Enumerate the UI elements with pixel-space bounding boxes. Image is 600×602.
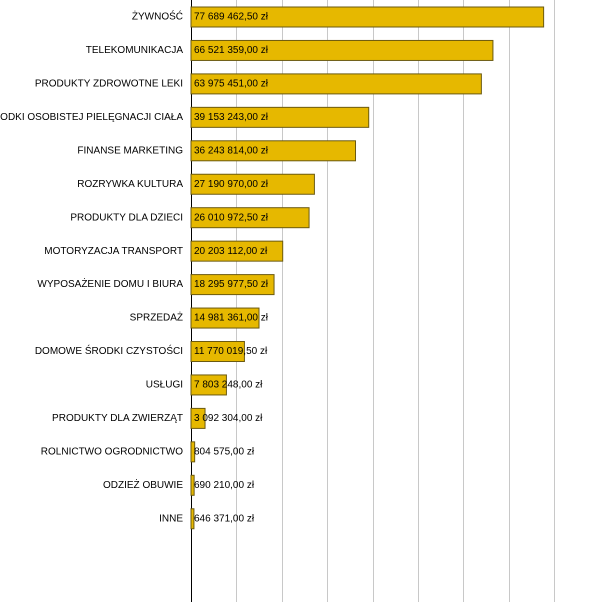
category-label: PRODUKTY DLA ZWIERZĄT bbox=[52, 413, 183, 424]
value-label: 3 092 304,00 zł bbox=[194, 413, 263, 424]
category-label: ROLNICTWO OGRODNICTWO bbox=[41, 446, 183, 457]
bar bbox=[190, 508, 195, 530]
value-label: 7 803 248,00 zł bbox=[194, 380, 263, 391]
bar bbox=[190, 407, 206, 429]
value-label: 14 981 361,00 zł bbox=[194, 313, 269, 324]
bar bbox=[190, 374, 227, 396]
value-label: 36 243 814,00 zł bbox=[194, 145, 269, 156]
category-label: USŁUGI bbox=[146, 380, 183, 391]
bar bbox=[190, 207, 310, 229]
category-label: DOMOWE ŚRODKI CZYSTOŚCI bbox=[35, 344, 183, 357]
bar bbox=[190, 73, 482, 95]
category-label: INNE bbox=[159, 513, 183, 524]
value-label: 39 153 243,00 zł bbox=[194, 112, 269, 123]
category-label: SPRZEDAŻ bbox=[130, 311, 183, 324]
category-label: TELEKOMUNIKACJA bbox=[86, 45, 184, 56]
value-label: 66 521 359,00 zł bbox=[194, 45, 269, 56]
value-label: 20 203 112,00 zł bbox=[194, 246, 268, 257]
bar bbox=[190, 274, 275, 296]
bar bbox=[190, 106, 370, 128]
value-label: 63 975 451,00 zł bbox=[194, 79, 269, 90]
value-label: 27 190 970,00 zł bbox=[194, 179, 269, 190]
bar bbox=[190, 240, 284, 262]
bar bbox=[190, 307, 260, 329]
category-label: PRODUKTY ZDROWOTNE LEKI bbox=[35, 79, 183, 90]
bar bbox=[190, 140, 357, 162]
category-label: ŻYWNOŚĆ bbox=[132, 10, 183, 23]
value-label: 11 770 019,50 zł bbox=[194, 346, 268, 357]
value-label: 804 575,00 zł bbox=[194, 446, 255, 457]
value-label: 690 210,00 zł bbox=[194, 480, 255, 491]
bar bbox=[190, 341, 245, 362]
bar bbox=[190, 173, 315, 195]
category-label: WYPOSAŻENIE DOMU I BIURA bbox=[37, 277, 183, 290]
value-label: 26 010 972,50 zł bbox=[194, 212, 269, 223]
bar bbox=[190, 39, 494, 61]
category-label: FINANSE MARKETING bbox=[77, 145, 183, 156]
category-label: ŚRODKI OSOBISTEJ PIELĘGNACJI CIAŁA bbox=[0, 110, 183, 123]
bar bbox=[190, 474, 195, 496]
bar bbox=[190, 6, 545, 28]
category-label: ODZIEŻ OBUWIE bbox=[103, 478, 183, 491]
value-label: 646 371,00 zł bbox=[194, 513, 255, 524]
value-label: 77 689 462,50 zł bbox=[194, 12, 269, 23]
category-label: PRODUKTY DLA DZIECI bbox=[70, 212, 183, 223]
category-label: MOTORYZACJA TRANSPORT bbox=[44, 246, 183, 257]
category-label: ROZRYWKA KULTURA bbox=[77, 179, 183, 190]
value-label: 18 295 977,50 zł bbox=[194, 279, 269, 290]
bar bbox=[190, 441, 196, 463]
